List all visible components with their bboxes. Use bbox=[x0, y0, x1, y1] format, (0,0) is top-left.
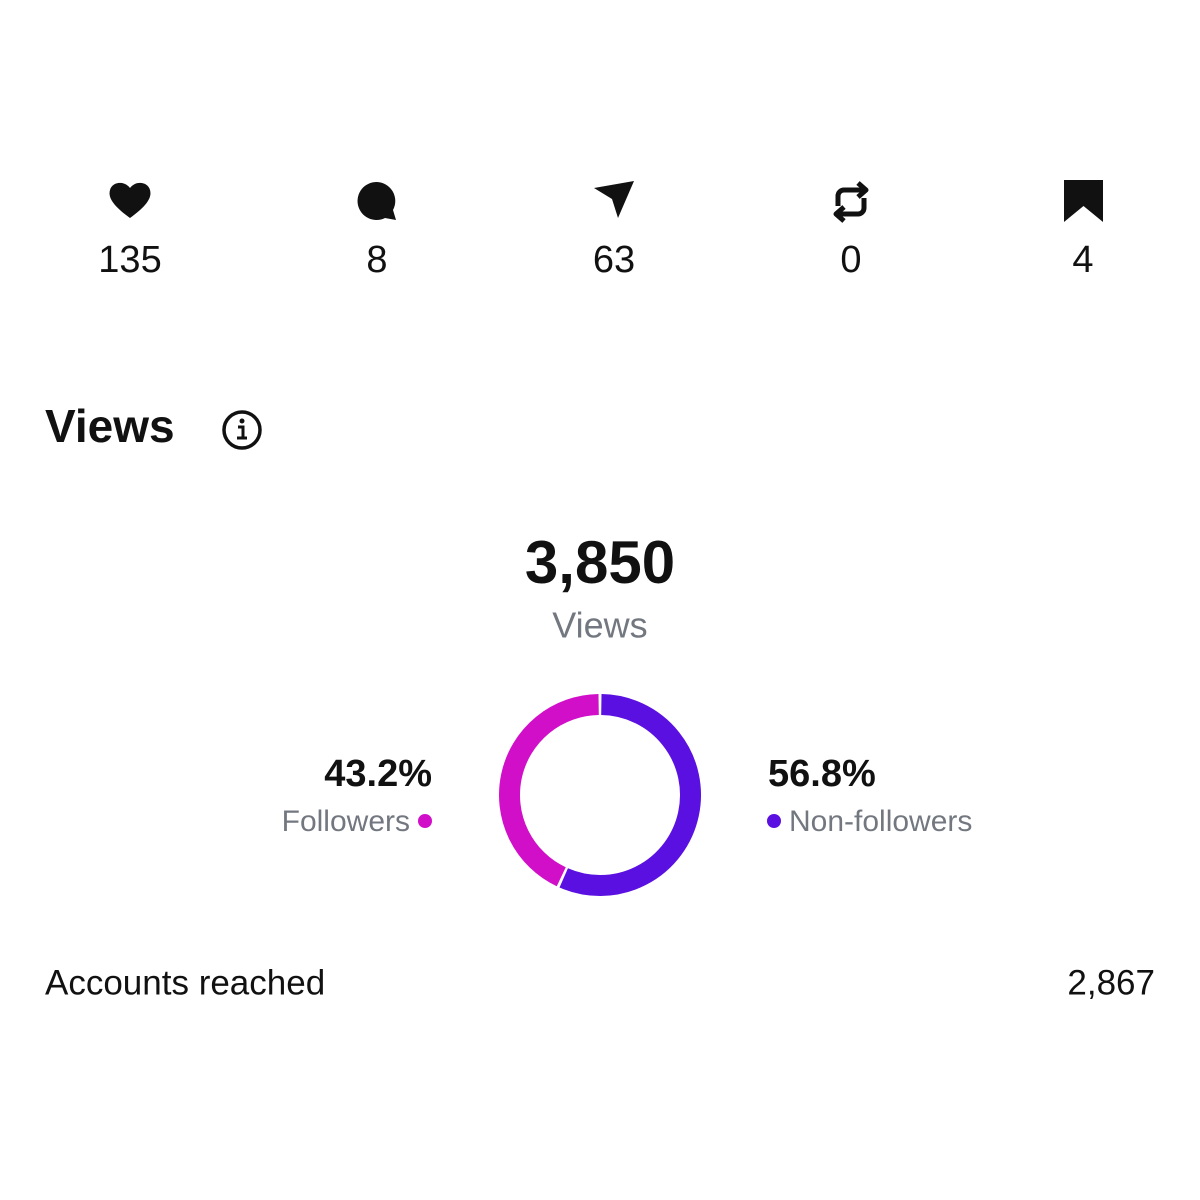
info-icon[interactable] bbox=[222, 410, 262, 450]
legend-dot bbox=[418, 814, 432, 828]
legend-value: 43.2% bbox=[324, 753, 432, 795]
legend-label: Non-followers bbox=[789, 805, 972, 838]
stat-count: 63 bbox=[593, 239, 635, 281]
views-total-label: Views bbox=[552, 605, 647, 646]
like-icon bbox=[109, 182, 151, 218]
repost-icon bbox=[833, 181, 869, 223]
comment-icon bbox=[357, 181, 396, 220]
metric-label: Accounts reached bbox=[45, 963, 325, 1002]
legend-dot bbox=[767, 814, 781, 828]
stat-count: 4 bbox=[1072, 239, 1093, 281]
stat-count: 0 bbox=[840, 239, 861, 281]
legend-value: 56.8% bbox=[768, 753, 876, 795]
views-total: 3,850 bbox=[525, 529, 675, 596]
stat-count: 135 bbox=[98, 239, 161, 281]
share-icon bbox=[594, 181, 634, 218]
legend-label: Followers bbox=[282, 805, 410, 838]
section-title: Views bbox=[45, 400, 175, 452]
metric-value: 2,867 bbox=[1067, 963, 1155, 1002]
donut-segment bbox=[499, 694, 600, 887]
save-icon bbox=[1064, 180, 1103, 222]
stat-count: 8 bbox=[366, 239, 387, 281]
donut-segment bbox=[559, 694, 701, 896]
